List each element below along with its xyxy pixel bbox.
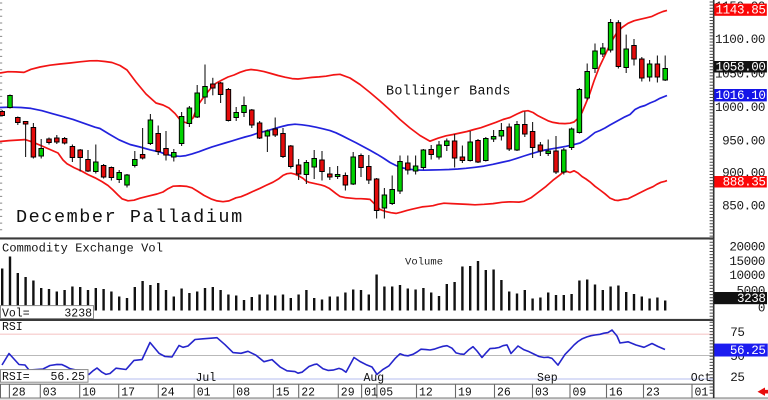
svg-text:Aug: Aug (364, 372, 385, 385)
svg-text:1058.00: 1058.00 (716, 61, 766, 75)
svg-text:850.00: 850.00 (722, 200, 765, 214)
svg-text:24: 24 (161, 386, 175, 399)
svg-text:3238: 3238 (737, 292, 766, 306)
svg-text:01: 01 (695, 386, 709, 399)
svg-text:Vol=: Vol= (2, 307, 30, 320)
svg-text:75: 75 (730, 326, 744, 340)
svg-text:RSI: RSI (2, 321, 23, 334)
svg-text:1143.85: 1143.85 (716, 4, 766, 18)
svg-text:19: 19 (458, 386, 472, 399)
svg-text:09: 09 (573, 386, 587, 399)
svg-text:17: 17 (121, 386, 135, 399)
svg-text:888.35: 888.35 (723, 176, 766, 190)
svg-text:950.00: 950.00 (722, 134, 765, 148)
svg-text:01: 01 (197, 386, 211, 399)
svg-text:22: 22 (301, 386, 315, 399)
svg-text:Jul: Jul (196, 372, 217, 385)
svg-text:26: 26 (497, 386, 511, 399)
svg-text:Volume: Volume (405, 256, 443, 268)
svg-text:56.25: 56.25 (730, 344, 766, 358)
svg-text:03: 03 (535, 386, 549, 399)
svg-text:29: 29 (341, 386, 355, 399)
svg-text:December Palladium: December Palladium (16, 207, 244, 228)
svg-text:Commodity Exchange Vol: Commodity Exchange Vol (2, 241, 163, 255)
svg-text:16: 16 (609, 386, 623, 399)
svg-text:RSI=: RSI= (2, 371, 30, 384)
svg-text:05: 05 (379, 386, 393, 399)
svg-text:03: 03 (43, 386, 57, 399)
svg-text:1016.10: 1016.10 (716, 89, 766, 103)
svg-text:1100.00: 1100.00 (715, 33, 765, 47)
svg-text:12: 12 (419, 386, 433, 399)
svg-text:0: 0 (758, 301, 765, 315)
svg-text:1000.00: 1000.00 (715, 101, 765, 115)
svg-text:Sep: Sep (537, 372, 558, 385)
svg-text:15: 15 (276, 386, 290, 399)
svg-text:10: 10 (82, 386, 96, 399)
svg-text:Bollinger Bands: Bollinger Bands (386, 85, 511, 100)
svg-text:23: 23 (646, 386, 660, 399)
svg-text:28: 28 (12, 386, 26, 399)
svg-text:56.25: 56.25 (50, 371, 85, 384)
svg-text:10000: 10000 (729, 269, 765, 283)
svg-text:01: 01 (364, 386, 378, 399)
svg-text:15000: 15000 (729, 255, 765, 269)
svg-text:08: 08 (236, 386, 250, 399)
svg-text:3238: 3238 (64, 307, 92, 320)
svg-text:Oct: Oct (691, 372, 712, 385)
svg-text:25: 25 (730, 371, 744, 385)
svg-text:20000: 20000 (729, 241, 765, 255)
